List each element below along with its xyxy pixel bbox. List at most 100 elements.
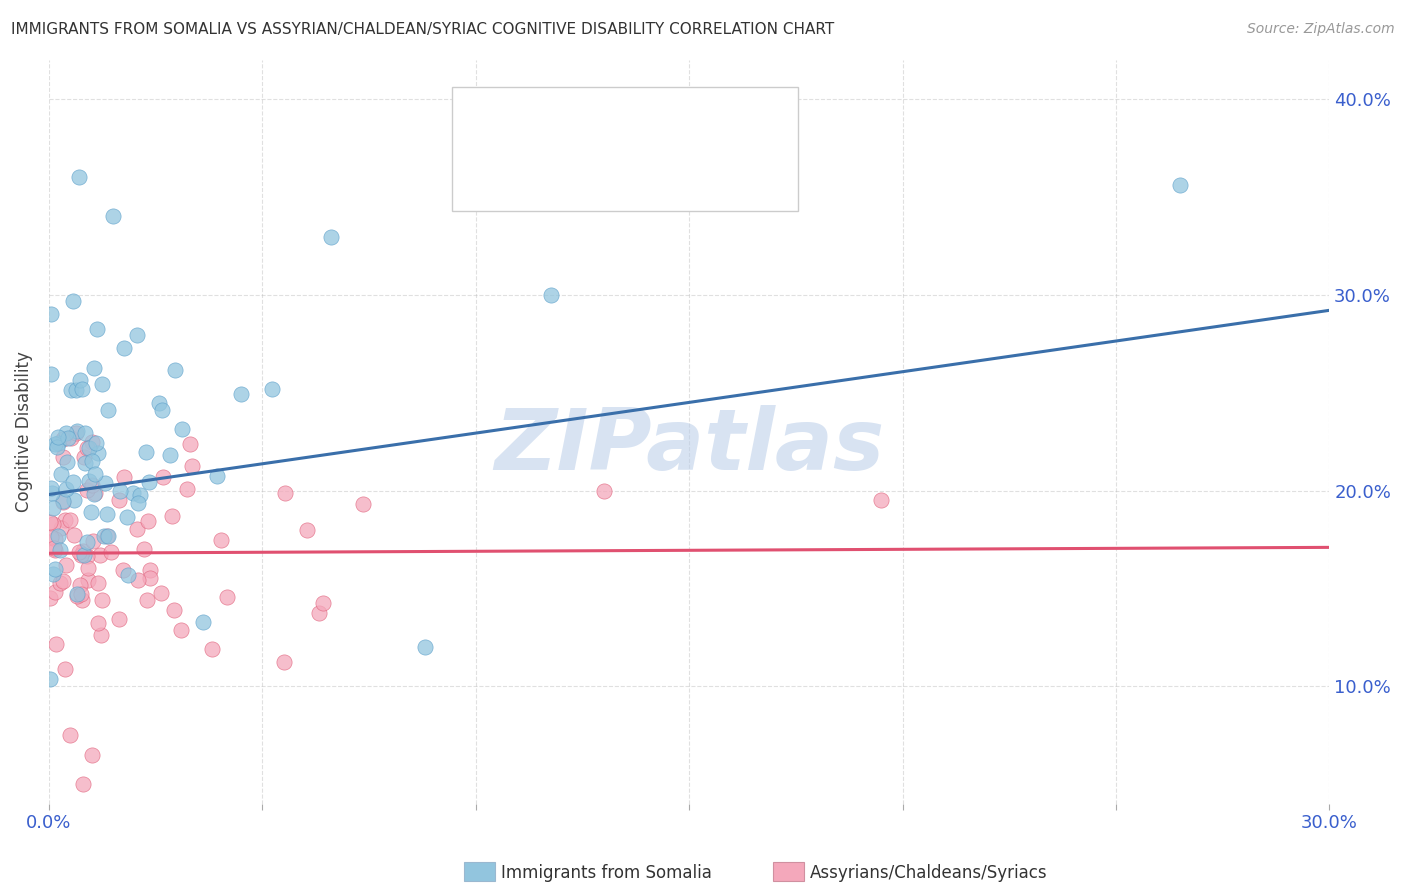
Point — [66, 587, 89, 601]
Point — [77, 574, 100, 588]
Point — [42, 541, 65, 555]
Point — [80, 435, 103, 450]
Point — [76, 549, 98, 563]
Point — [125, 523, 148, 537]
Point — [94, 475, 117, 490]
Point — [229, 387, 252, 401]
Point — [112, 341, 135, 355]
Point — [41, 567, 63, 582]
Point — [65, 383, 87, 397]
Point — [100, 545, 122, 559]
Point — [72, 450, 94, 464]
Point — [273, 655, 295, 669]
Point — [90, 628, 112, 642]
Point — [70, 382, 93, 396]
Point — [84, 467, 107, 481]
Point — [80, 454, 103, 468]
Point — [134, 541, 156, 556]
Point — [39, 515, 62, 529]
Point — [150, 585, 173, 599]
Point — [65, 426, 87, 441]
Point — [41, 531, 63, 545]
Point — [41, 367, 63, 381]
Point — [592, 483, 614, 498]
Point — [55, 482, 77, 496]
Point — [52, 450, 75, 465]
Point — [215, 590, 238, 604]
Point — [160, 508, 183, 523]
Point — [70, 549, 93, 563]
Point — [87, 615, 110, 630]
Point — [39, 307, 62, 321]
Point — [45, 440, 67, 454]
Point — [59, 513, 82, 527]
Point — [76, 561, 98, 575]
Point — [165, 363, 187, 377]
Point — [49, 467, 72, 481]
Point — [46, 435, 69, 450]
Point — [62, 475, 84, 490]
Text: Source: ZipAtlas.com: Source: ZipAtlas.com — [1247, 22, 1395, 37]
Point — [87, 446, 110, 460]
Point — [201, 641, 224, 656]
Point — [66, 424, 89, 438]
Point — [44, 585, 66, 599]
Point — [96, 529, 118, 543]
Point — [52, 432, 75, 446]
Point — [72, 777, 94, 791]
Point — [162, 603, 184, 617]
Point — [112, 469, 135, 483]
Point — [148, 396, 170, 410]
Point — [41, 486, 63, 500]
Text: IMMIGRANTS FROM SOMALIA VS ASSYRIAN/CHALDEAN/SYRIAC COGNITIVE DISABILITY CORRELA: IMMIGRANTS FROM SOMALIA VS ASSYRIAN/CHAL… — [11, 22, 835, 37]
Point — [179, 437, 201, 451]
Point — [93, 529, 115, 543]
Point — [138, 475, 160, 490]
Point — [70, 587, 93, 601]
Point — [52, 494, 75, 508]
Point — [42, 500, 65, 515]
Point — [76, 483, 98, 497]
Point — [77, 474, 100, 488]
Point — [72, 544, 94, 558]
Point — [117, 568, 139, 582]
Point — [77, 441, 100, 455]
Point — [38, 672, 60, 686]
Point — [80, 478, 103, 492]
Y-axis label: Cognitive Disability: Cognitive Disability — [15, 351, 32, 512]
Point — [870, 493, 893, 508]
Point — [308, 606, 330, 620]
Point — [73, 425, 96, 440]
Point — [112, 563, 135, 577]
Point — [91, 376, 114, 391]
Point — [86, 576, 108, 591]
Point — [83, 486, 105, 500]
Point — [56, 431, 79, 445]
Point — [66, 589, 89, 603]
Point — [152, 470, 174, 484]
Text: ZIPatlas: ZIPatlas — [494, 405, 884, 488]
Point — [127, 327, 149, 342]
Point — [59, 431, 82, 445]
Point — [117, 509, 139, 524]
Point — [205, 469, 228, 483]
Point — [49, 575, 72, 590]
Point — [139, 563, 162, 577]
Point — [60, 384, 83, 398]
Point — [67, 545, 90, 559]
Point — [46, 430, 69, 444]
Point — [56, 454, 79, 468]
Point — [172, 422, 194, 436]
Point — [39, 481, 62, 495]
Point — [55, 558, 77, 573]
Point — [49, 521, 72, 535]
Point — [73, 548, 96, 562]
Text: Immigrants from Somalia: Immigrants from Somalia — [501, 864, 711, 882]
Point — [209, 533, 232, 548]
Point — [413, 640, 436, 655]
Point — [55, 426, 77, 441]
Point — [84, 435, 107, 450]
Point — [82, 533, 104, 548]
Point — [150, 403, 173, 417]
Point — [139, 571, 162, 585]
